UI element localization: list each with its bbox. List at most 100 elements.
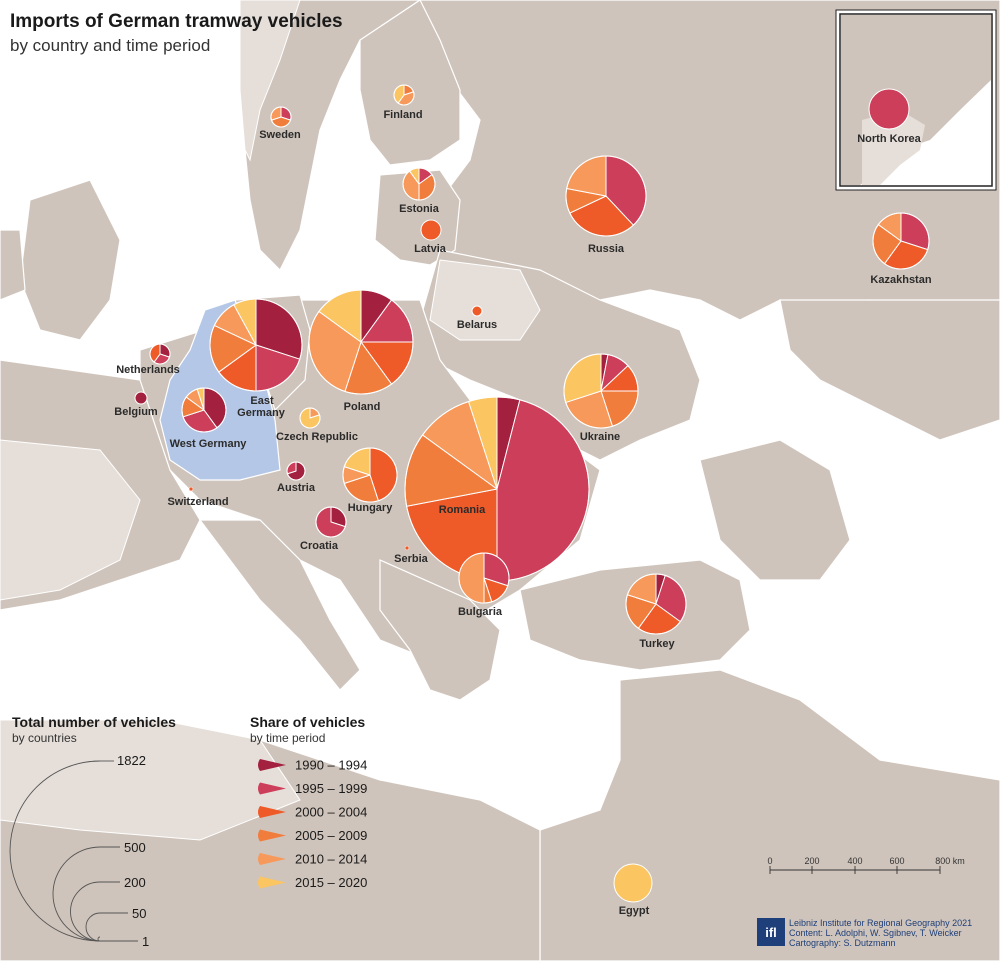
scale-label-400: 400 [847, 856, 862, 866]
label-switzerland: Switzerland [167, 496, 228, 508]
pie-east-germany [209, 298, 303, 392]
pie-estonia [402, 167, 436, 201]
pie-latvia [420, 219, 442, 241]
legend-label-1: 1995 – 1999 [295, 781, 367, 796]
label-belgium: Belgium [114, 406, 158, 418]
scale-labels: 0 200 400 600 800 km [767, 856, 964, 866]
pie-czech-republic [299, 407, 321, 429]
land-balkans [379, 559, 501, 701]
land-light-belarus [429, 259, 541, 341]
pie-outline-finland [393, 84, 415, 106]
land-light-iberia [0, 439, 141, 601]
label-romania: Romania [439, 504, 486, 516]
pie-west-germany [181, 387, 227, 433]
pie-north-korea [868, 88, 910, 130]
map-subtitle: by country and time period [10, 36, 210, 55]
size-circle-1 [97, 936, 101, 942]
scale-bar [769, 866, 941, 874]
legend-label-4: 2010 – 2014 [295, 852, 367, 867]
label-sweden: Sweden [259, 129, 301, 141]
scale-label-200: 200 [804, 856, 819, 866]
land-light-africa [0, 719, 301, 841]
pie-hungary [342, 447, 398, 503]
size-legend-subheading: by countries [12, 731, 77, 745]
pie-romania [404, 396, 590, 582]
share-legend-heading: Share of vehicles [250, 714, 365, 730]
size-value-1822: 1822 [117, 753, 146, 768]
pie-slice-egypt-5 [613, 863, 653, 903]
pie-outline-hungary [342, 447, 398, 503]
pie-outline-turkey [625, 573, 687, 635]
pie-outline-russia [565, 155, 647, 237]
pie-outline-kazakhstan [872, 212, 930, 270]
share-legend-items: 1990 – 1994 1995 – 1999 2000 – 2004 2005 – … [258, 758, 367, 890]
pie-layer [134, 84, 930, 903]
legend-label-2: 2000 – 2004 [295, 805, 367, 820]
size-value-200: 200 [124, 875, 146, 890]
credit-line-3: Cartography: S. Dutzmann [789, 938, 896, 948]
land-kazakh-south [779, 299, 1000, 441]
size-value-500: 500 [124, 840, 146, 855]
land-middle-east [539, 669, 1000, 961]
pie-slice-latvia-2 [420, 219, 442, 241]
pie-outline-bulgaria [458, 552, 510, 604]
label-austria: Austria [277, 482, 316, 494]
label-hungary: Hungary [348, 502, 394, 514]
size-circle-200 [70, 881, 101, 942]
land-finland [359, 0, 461, 166]
pie-outline-netherlands [149, 343, 171, 365]
pie-outline-ukraine [563, 353, 639, 429]
pie-switzerland [188, 486, 194, 492]
pie-outline-poland [308, 289, 414, 395]
pie-belgium [134, 391, 148, 405]
land-italy [198, 519, 361, 691]
legend-swatch-4 [258, 853, 286, 865]
label-kazakhstan: Kazakhstan [870, 274, 931, 286]
label-east-germany-2: Germany [237, 407, 286, 419]
pie-bulgaria [458, 552, 510, 604]
scale-label-600: 600 [889, 856, 904, 866]
pie-serbia [404, 545, 410, 551]
label-east-germany-1: East [250, 395, 274, 407]
share-legend-subheading: by time period [250, 731, 325, 745]
pie-finland [393, 84, 415, 106]
pie-netherlands [149, 343, 171, 365]
pie-outline-croatia [315, 506, 347, 538]
legend-swatch-3 [258, 829, 286, 842]
pie-sweden [270, 106, 292, 128]
size-circle-50 [85, 912, 101, 942]
label-czech-republic: Czech Republic [276, 431, 358, 443]
pie-poland [308, 289, 414, 395]
pie-croatia [315, 506, 347, 538]
legend-swatch-1 [258, 782, 286, 795]
land-caucasus [699, 439, 851, 581]
pie-austria [286, 461, 306, 481]
label-turkey: Turkey [639, 638, 675, 650]
land-light-norway [239, 0, 301, 162]
size-legend-leaders [100, 760, 138, 942]
label-bulgaria: Bulgaria [458, 606, 503, 618]
pie-egypt [613, 863, 653, 903]
pie-belarus [471, 305, 483, 317]
legend-swatch-2 [258, 806, 286, 818]
label-poland: Poland [344, 401, 381, 413]
size-circle-1822 [9, 760, 101, 942]
ifl-logo-text: ifl [765, 925, 777, 940]
pie-ukraine [563, 353, 639, 429]
label-west-germany: West Germany [170, 438, 248, 450]
land-light-regions [0, 0, 541, 841]
share-legend: Share of vehicles by time period 1990 – … [250, 714, 367, 890]
credit-line-2: Content: L. Adolphi, W. Sgibnev, T. Weic… [789, 928, 962, 938]
pie-slice-belarus-2 [471, 305, 483, 317]
size-value-50: 50 [132, 906, 146, 921]
pie-slice-switzerland-2 [188, 486, 194, 492]
label-north-korea: North Korea [857, 133, 921, 145]
label-ukraine: Ukraine [580, 431, 620, 443]
pie-outline-austria [286, 461, 306, 481]
map-title: Imports of German tramway vehicles [10, 11, 343, 32]
pie-outline-estonia [402, 167, 436, 201]
pie-slice-belgium-0 [134, 391, 148, 405]
pie-russia [565, 155, 647, 237]
